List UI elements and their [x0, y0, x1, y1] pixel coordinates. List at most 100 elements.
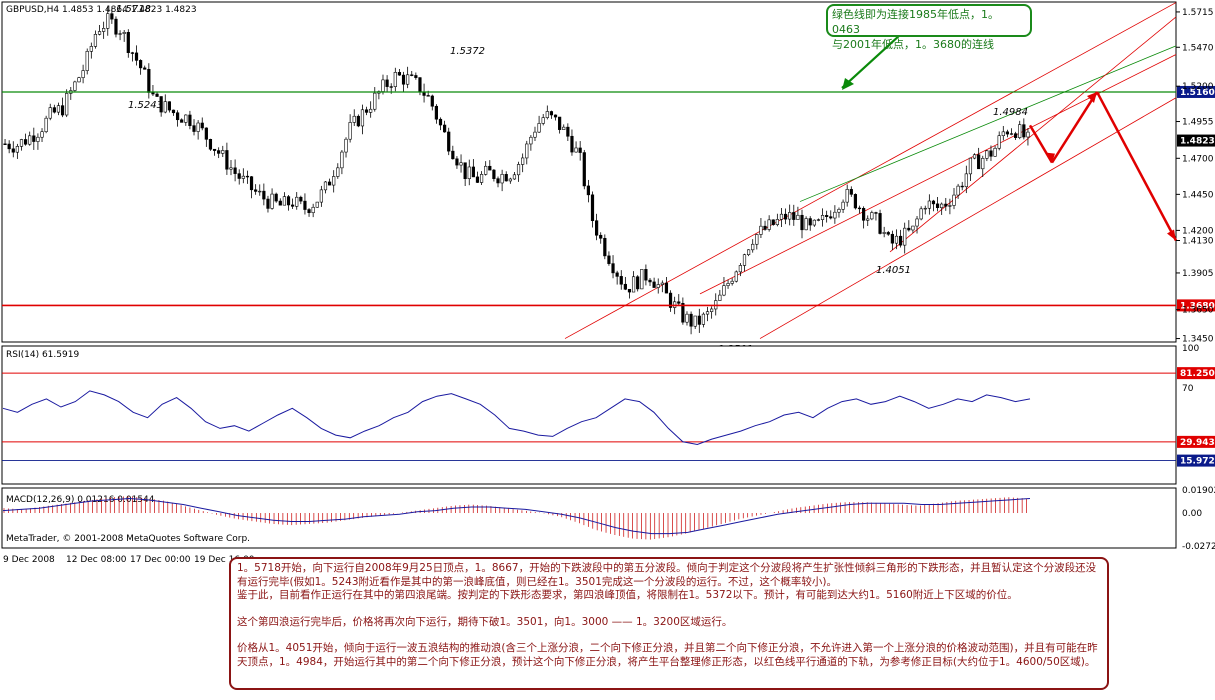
price-tick-label: 1.4200: [1182, 226, 1214, 236]
candle-body: [1018, 124, 1022, 138]
price-tick-label: 1.5715: [1182, 8, 1214, 18]
candle-body: [927, 200, 931, 209]
candle-body: [742, 254, 747, 266]
candle-body: [697, 315, 701, 325]
analysis-textbox: 1。5718开始，向下运行自2008年9月25日顶点，1。8667，开始的下跌波…: [229, 557, 1109, 690]
candle-body: [878, 213, 882, 234]
candle-body: [192, 125, 196, 132]
candle-body: [85, 51, 89, 71]
candle-body: [730, 280, 734, 284]
candle-body: [126, 32, 130, 53]
macd-title: MACD(12,26,9) 0.01216 0.01544: [6, 495, 155, 505]
candle-body: [919, 208, 923, 220]
candle-body: [948, 205, 952, 207]
candle-body: [254, 189, 258, 192]
candle-body: [270, 193, 274, 209]
candle-body: [825, 215, 829, 217]
candle-body: [549, 111, 554, 116]
candle-body: [93, 33, 98, 47]
candle-body: [972, 154, 977, 159]
candle-body: [110, 13, 114, 20]
candle-body: [800, 214, 804, 231]
rsi-tick-label: 100: [1182, 344, 1199, 354]
price-tag-label: 1.3680: [1180, 301, 1215, 311]
candle-body: [303, 200, 307, 210]
candle-body: [163, 101, 167, 113]
candle-body: [373, 92, 377, 110]
price-tag-label: 1.5160: [1180, 88, 1215, 98]
macd-signal-line: [2, 497, 1031, 535]
candle-body: [977, 154, 981, 170]
candle-body: [590, 194, 595, 222]
macd-tick-label: -0.02722: [1182, 542, 1215, 552]
candle-body: [340, 151, 344, 169]
candle-body: [837, 209, 841, 213]
macd-tick-label: 0.01902: [1182, 486, 1215, 496]
candle-body: [705, 311, 710, 315]
candle-body: [106, 13, 110, 29]
candle-body: [623, 283, 627, 290]
candle-body: [19, 139, 24, 147]
candle-body: [463, 162, 467, 180]
candle-body: [944, 203, 948, 207]
candle-body: [677, 301, 681, 304]
candle-body: [989, 150, 993, 157]
candle-body: [710, 308, 714, 312]
candle-body: [566, 126, 570, 137]
macd-panel: MACD(12,26,9) 0.01216 0.01544 0.01902 0.0…: [1, 486, 1215, 552]
candle-body: [438, 118, 443, 126]
candle-body: [167, 101, 171, 111]
candle-body: [718, 294, 722, 301]
green-arrow-line: [841, 34, 901, 89]
candle-body: [779, 213, 784, 220]
candle-body: [484, 165, 488, 175]
candle-body: [56, 105, 61, 113]
candle-body: [792, 212, 796, 220]
candle-body: [664, 282, 669, 294]
candle-body: [931, 200, 936, 205]
candle-body: [364, 109, 369, 113]
candle-body: [225, 150, 229, 170]
candle-body: [130, 52, 135, 54]
price-tick-label: 1.4955: [1182, 118, 1214, 128]
candle-body: [344, 138, 348, 153]
candle-body: [229, 167, 233, 170]
candle-body: [122, 32, 126, 34]
candle-body: [459, 162, 463, 166]
candle-body: [940, 203, 944, 209]
price-tick-label: 1.4130: [1182, 236, 1214, 246]
price-tick-label: 1.3905: [1182, 269, 1214, 279]
rsi-level-tag-label: 81.2500: [1180, 369, 1215, 379]
candle-body: [274, 193, 278, 202]
candle-body: [862, 208, 866, 221]
candle-body: [475, 176, 480, 183]
candle-body: [504, 174, 508, 182]
candle-body: [196, 122, 200, 132]
candle-body: [159, 96, 163, 113]
candle-body: [783, 213, 788, 220]
candle-body: [849, 189, 853, 195]
price-panel: 1.5160 1.3680 1.4823 1.5715 1.5470 1.5200 1.4…: [1, 1, 1215, 355]
candle-body: [311, 206, 315, 214]
price-annotation: 1.4984: [993, 107, 1028, 118]
candle-body: [886, 232, 890, 235]
candle-body: [808, 218, 812, 226]
candle-body: [747, 249, 751, 256]
candle-body: [775, 219, 779, 225]
candle-body: [114, 18, 118, 35]
candle-body: [788, 212, 792, 220]
candle-body: [516, 164, 521, 176]
time-tick-label: 12 Dec 08:00: [66, 555, 127, 565]
candle-body: [533, 131, 537, 138]
candle-body: [385, 79, 389, 87]
candle-body: [870, 212, 874, 220]
candle-body: [816, 219, 821, 221]
candle-body: [512, 174, 517, 180]
candle-body: [890, 233, 894, 244]
candle-body: [767, 219, 771, 230]
rsi-level-tag-label: 29.9435: [1180, 438, 1215, 448]
candle-body: [414, 75, 418, 78]
price-tag-red-line: [1177, 299, 1215, 312]
candle-body: [857, 207, 862, 210]
price-tick-label: 1.4450: [1182, 190, 1214, 200]
